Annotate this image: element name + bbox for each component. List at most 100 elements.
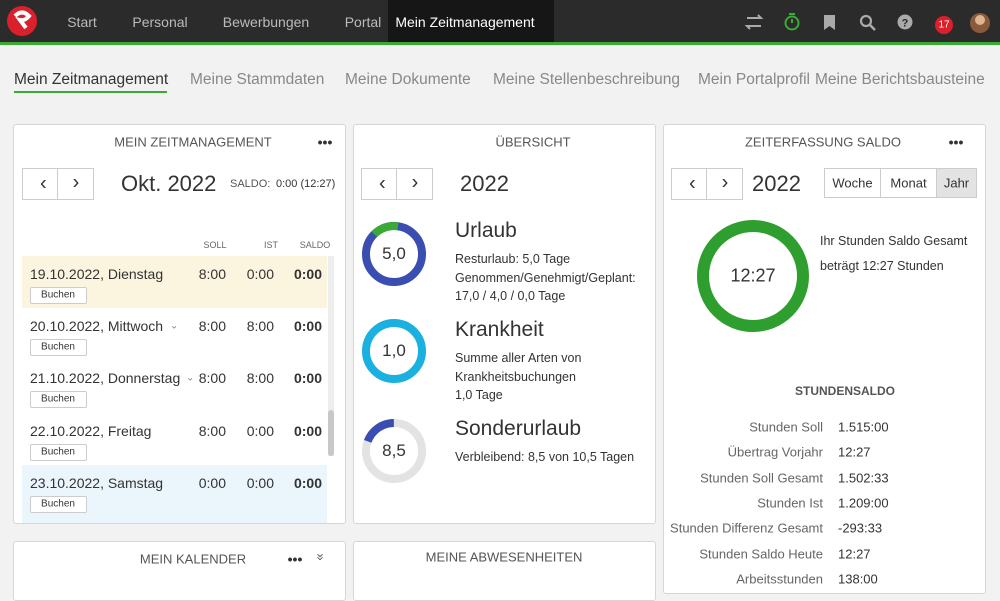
next-button[interactable]	[57, 168, 94, 200]
collapse-icon[interactable]: »	[313, 553, 329, 561]
item-line: Resturlaub: 5,0 Tage	[455, 252, 571, 266]
chevron-left[interactable]: ‹	[379, 172, 386, 195]
card-title: MEIN KALENDER	[139, 551, 247, 567]
donut-value: 8,5	[382, 441, 406, 460]
nav-item[interactable]: Portal	[344, 14, 382, 30]
item-line: 17,0 / 4,0 / 0,0 Tage	[455, 289, 566, 304]
tab[interactable]: Meine Dokumente	[345, 71, 471, 88]
stat-value: 12:27	[838, 444, 871, 460]
tab[interactable]: Mein Portalprofil	[698, 71, 810, 88]
stat-value: 138:00	[838, 571, 878, 587]
search-icon[interactable]	[859, 14, 876, 31]
buchen-label[interactable]: Buchen	[41, 446, 75, 458]
scroll-thumb[interactable]	[328, 410, 334, 456]
saldo: 0:00	[293, 266, 322, 282]
icons: ?	[7, 6, 990, 36]
ist: 8:00	[246, 370, 274, 387]
saldo: 0:00	[293, 370, 322, 387]
tab[interactable]: Meine Berichtsbausteine	[815, 71, 985, 88]
expand-icon[interactable]: ⌄	[186, 372, 195, 384]
stat-value: 1.209:00	[838, 495, 889, 511]
nav-item[interactable]: Personal	[132, 14, 188, 30]
donut-sonderurlaub-part	[362, 419, 427, 483]
buchen-button[interactable]	[30, 391, 87, 409]
soll: 8:00	[198, 318, 226, 335]
card-title: MEIN ZEITMANAGEMENT	[114, 134, 272, 150]
row-date: 23.10.2022, Samstag	[30, 474, 164, 491]
more-menu[interactable]: •••	[317, 134, 333, 150]
item-heading: Sonderurlaub	[455, 417, 582, 440]
swap-icon[interactable]	[744, 14, 764, 30]
item-line: Summe aller Arten von	[455, 351, 582, 365]
tab[interactable]: Mein Zeitmanagement	[14, 71, 169, 88]
soll: 8:00	[198, 422, 226, 439]
buchen-button[interactable]	[30, 339, 87, 357]
svg-text:?: ?	[902, 18, 909, 30]
card-title: MEINE ABWESENHEITEN	[425, 549, 583, 565]
table-title: STUNDENSALDO	[794, 384, 896, 398]
item-line: Krankheitsbuchungen	[455, 369, 576, 384]
chevron-left[interactable]: ‹	[40, 172, 47, 195]
item-line: Verbleibend: 8,5 von 10,5 Tagen	[455, 450, 635, 464]
chevron-left[interactable]: ‹	[689, 172, 696, 195]
saldo: 0:00	[293, 422, 322, 439]
next-button[interactable]	[706, 168, 743, 200]
period-button[interactable]	[936, 168, 977, 198]
saldo-text: Ihr Stunden Saldo Gesamt	[820, 234, 968, 248]
saldo-label: SALDO:	[230, 178, 271, 190]
saldo-ring	[697, 220, 809, 332]
nav-item[interactable]: Start	[67, 14, 97, 30]
saldo-text: beträgt 12:27 Stunden	[820, 259, 944, 273]
more-menu[interactable]: •••	[948, 134, 964, 150]
stat-label: Stunden Soll Gesamt	[700, 470, 823, 486]
tab[interactable]: Meine Stammdaten	[190, 71, 325, 88]
buchen-label[interactable]: Buchen	[41, 393, 75, 405]
avatar-face	[975, 15, 985, 25]
buchen-button[interactable]	[30, 287, 87, 304]
nav-item[interactable]: Mein Zeitmanagement	[395, 14, 535, 30]
soll: 8:00	[198, 370, 226, 387]
saldo: 0:00	[293, 318, 322, 335]
prev-button[interactable]	[671, 168, 707, 200]
soll: 0:00	[198, 474, 226, 491]
period-button[interactable]	[880, 168, 937, 198]
prev-button[interactable]	[22, 168, 58, 200]
period-label[interactable]: Jahr	[943, 175, 970, 191]
tab[interactable]: Meine Stellenbeschreibung	[493, 71, 680, 88]
ring-value: 12:27	[730, 265, 776, 286]
badge[interactable]	[935, 16, 953, 34]
bookmark-icon[interactable]	[824, 15, 835, 30]
stat-label: Übertrag Vorjahr	[727, 444, 823, 460]
buchen-label[interactable]: Buchen	[41, 341, 75, 353]
help-icon[interactable]: ?	[897, 14, 913, 30]
timer-icon[interactable]	[784, 13, 800, 31]
more-menu[interactable]: •••	[287, 551, 303, 567]
stat-value: 1.502:33	[838, 470, 889, 486]
buchen-button[interactable]	[30, 495, 87, 513]
chevron-right[interactable]: ›	[411, 171, 419, 194]
row-date: 22.10.2022, Freitag	[30, 422, 152, 439]
active-nav-bg	[388, 0, 554, 42]
buchen-label[interactable]: Buchen	[41, 498, 75, 510]
stat-label: Stunden Ist	[757, 495, 823, 511]
stat-value: 1.515:00	[838, 419, 889, 435]
stat-label: Stunden Differenz Gesamt	[670, 520, 823, 536]
chevron-right[interactable]: ›	[721, 171, 729, 194]
nav-item[interactable]: Bewerbungen	[222, 14, 310, 30]
period-button[interactable]	[824, 168, 881, 198]
buchen-button[interactable]	[30, 443, 87, 461]
expand-icon[interactable]: ⌄	[170, 320, 179, 332]
month: Okt. 2022	[121, 171, 217, 196]
row-date: 19.10.2022, Dienstag	[30, 266, 164, 282]
period-label[interactable]: Monat	[890, 175, 927, 191]
scrollbar	[328, 256, 334, 456]
buchen-label[interactable]: Buchen	[41, 289, 75, 301]
donut-sonderurlaub	[362, 419, 426, 483]
row-highlight	[22, 465, 327, 523]
next-button[interactable]	[396, 168, 433, 200]
chevron-right[interactable]: ›	[72, 171, 80, 194]
stat-value: -293:33	[838, 520, 883, 536]
year: 2022	[752, 171, 801, 196]
period-label[interactable]: Woche	[832, 175, 873, 191]
card-title: ZEITERFASSUNG SALDO	[744, 134, 902, 150]
